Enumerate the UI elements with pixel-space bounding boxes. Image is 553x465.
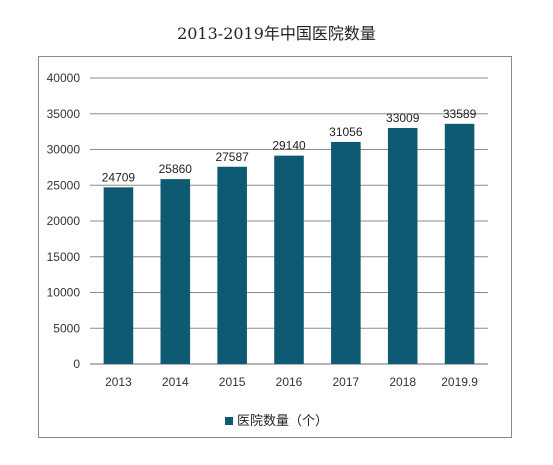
- x-tick-label: 2013: [105, 375, 132, 389]
- bar: [387, 127, 418, 364]
- y-tick-label: 35000: [47, 107, 81, 121]
- x-tick-label: 2014: [162, 375, 189, 389]
- x-tick-label: 2019.9: [441, 375, 478, 389]
- x-tick-label: 2016: [276, 375, 303, 389]
- data-label: 33589: [443, 107, 477, 121]
- x-tick-label: 2017: [333, 375, 360, 389]
- y-tick-label: 15000: [47, 250, 81, 264]
- data-label: 33009: [386, 111, 420, 125]
- data-label: 24709: [102, 170, 136, 184]
- data-label: 31056: [329, 125, 363, 139]
- x-tick-label: 2018: [389, 375, 416, 389]
- chart-title: 2013-2019年中国医院数量: [177, 24, 376, 43]
- bar: [160, 179, 191, 364]
- y-tick-label: 0: [73, 357, 80, 371]
- data-label: 25860: [159, 162, 193, 176]
- y-tick-label: 40000: [47, 71, 81, 85]
- y-tick-label: 30000: [47, 143, 81, 157]
- bar: [274, 155, 304, 364]
- y-tick-label: 20000: [47, 214, 81, 228]
- legend: 医院数量（个）: [0, 410, 553, 429]
- y-tick-label: 5000: [53, 321, 80, 335]
- data-label: 29140: [272, 139, 306, 153]
- legend-swatch: [224, 416, 233, 425]
- x-tick-label: 2015: [219, 375, 246, 389]
- data-label: 27587: [215, 150, 249, 164]
- chart-frame: [38, 56, 512, 438]
- y-tick-label: 10000: [47, 286, 81, 300]
- legend-label: 医院数量（个）: [236, 414, 328, 429]
- bar: [103, 187, 134, 364]
- y-tick-label: 25000: [47, 178, 81, 192]
- bar: [444, 123, 475, 364]
- bar: [331, 141, 361, 364]
- bar: [217, 166, 247, 364]
